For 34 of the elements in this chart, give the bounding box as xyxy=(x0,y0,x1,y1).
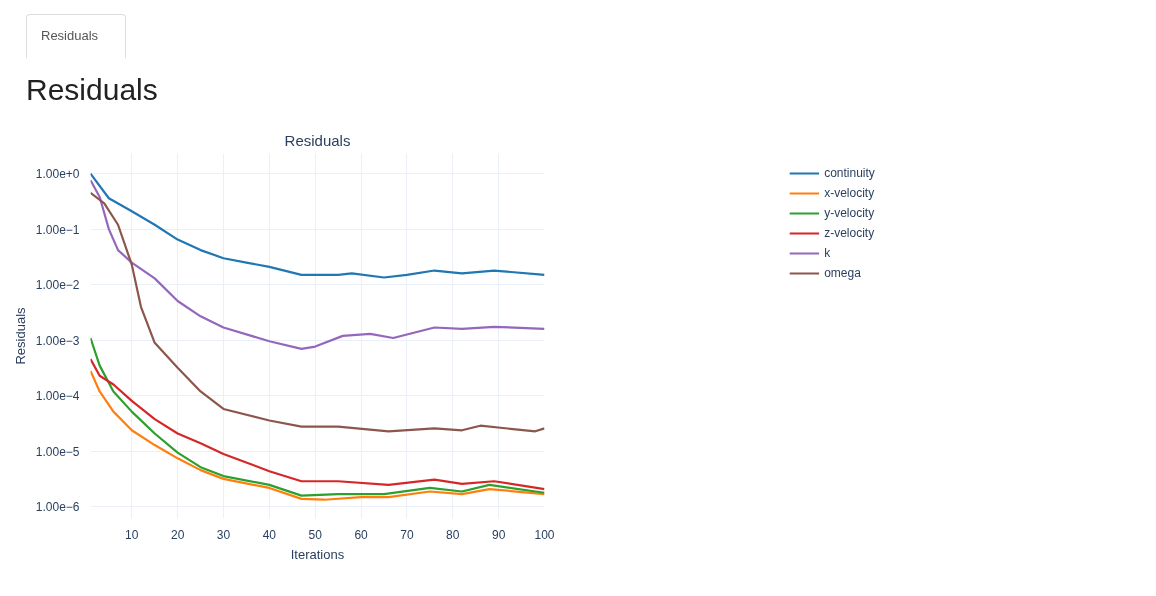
line-series xyxy=(90,172,545,279)
y-tick-label: 1.00e−6 xyxy=(35,500,80,515)
line-series xyxy=(90,357,545,491)
line-series xyxy=(90,336,545,497)
y-tick-label: 1.00e−5 xyxy=(35,444,80,459)
x-tick-label: 40 xyxy=(262,527,277,542)
legend-label: z-velocity xyxy=(824,226,875,240)
legend-label: k xyxy=(824,246,832,260)
x-tick-label: 100 xyxy=(534,527,555,542)
y-tick-label: 1.00e+0 xyxy=(35,167,80,182)
legend-label: x-velocity xyxy=(824,186,875,200)
text: Residuals xyxy=(41,27,99,45)
x-tick-label: 50 xyxy=(308,527,323,542)
x-tick-label: 70 xyxy=(400,527,414,542)
y-tick-label: 1.00e−1 xyxy=(35,222,80,237)
x-tick-label: 30 xyxy=(216,527,231,542)
x-tick-label: 90 xyxy=(491,527,506,542)
y-tick-label: 1.00e−3 xyxy=(35,333,80,348)
y-tick-label: 1.00e−2 xyxy=(35,278,80,293)
text: Residuals xyxy=(26,72,158,108)
x-tick-label: 10 xyxy=(125,527,139,542)
chart-title: Residuals xyxy=(284,131,351,149)
x-tick-label: 60 xyxy=(354,527,369,542)
y-axis-title: Residuals xyxy=(12,306,28,365)
legend-label: continuity xyxy=(824,166,875,180)
x-axis-title: Iterations xyxy=(290,546,345,562)
line-series xyxy=(90,179,545,350)
line-series xyxy=(90,369,545,501)
x-tick-label: 20 xyxy=(170,527,185,542)
legend-label: y-velocity xyxy=(824,206,875,220)
y-tick-label: 1.00e−4 xyxy=(35,389,80,404)
line-series xyxy=(90,191,545,433)
x-tick-label: 80 xyxy=(446,527,460,542)
legend-label: omega xyxy=(824,266,861,280)
